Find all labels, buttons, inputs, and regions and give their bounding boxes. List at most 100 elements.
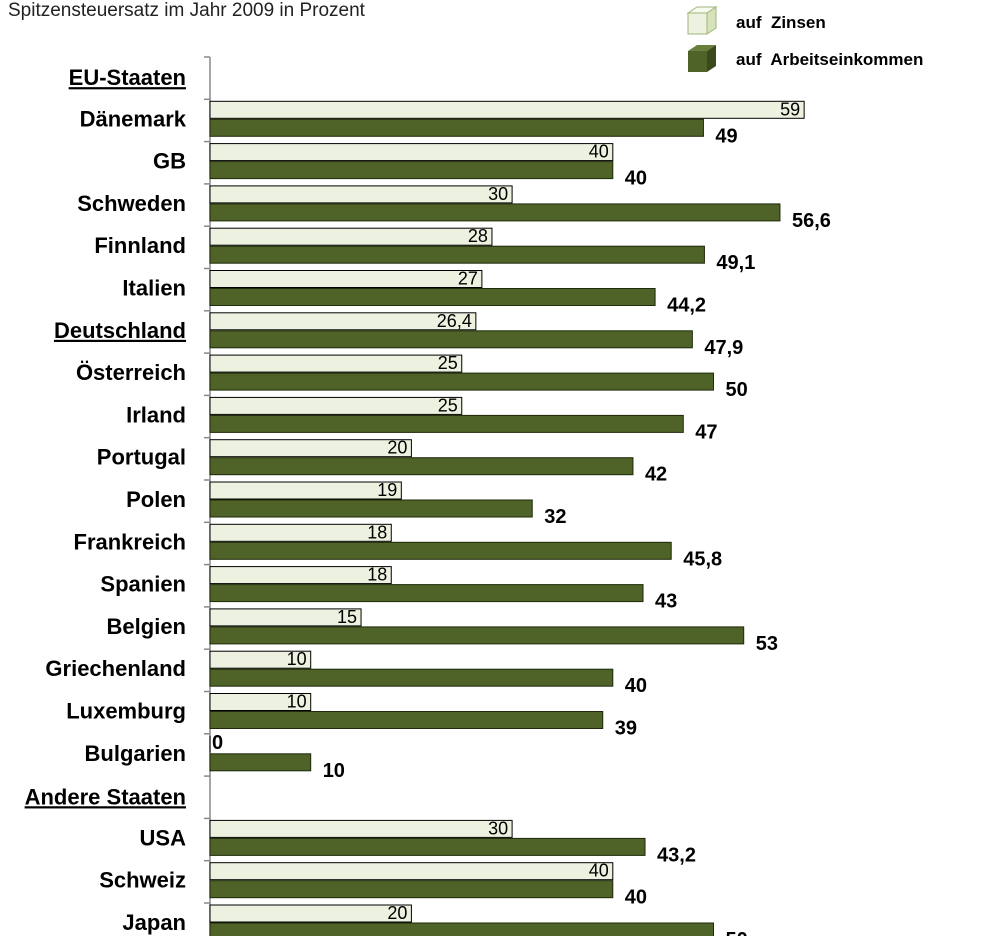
legend-item-zinsen: auf Zinsen <box>686 6 826 35</box>
bar-zinsen-schweden <box>209 185 513 204</box>
category-label-schweiz: Schweiz <box>99 868 186 893</box>
value-label-arbeitseinkommen-deutschland: 47,9 <box>704 337 743 359</box>
value-label-zinsen-finnland: 28 <box>468 226 488 246</box>
category-label-irland: Irland <box>126 402 186 427</box>
value-label-zinsen-danemark: 59 <box>780 99 800 119</box>
bar-arbeitseinkommen-danemark <box>209 118 704 137</box>
value-label-zinsen-bulgarien: 0 <box>212 732 223 754</box>
category-label-luxemburg: Luxemburg <box>66 699 186 724</box>
legend-swatch-arbeit-front <box>688 51 707 72</box>
value-label-arbeitseinkommen-belgien: 53 <box>756 633 778 655</box>
category-label-deutschland: Deutschland <box>54 318 186 343</box>
value-label-arbeitseinkommen-polen: 32 <box>544 506 566 528</box>
bar-zinsen-danemark <box>209 100 805 119</box>
bar-zinsen-portugal <box>209 439 412 458</box>
value-label-arbeitseinkommen-portugal: 42 <box>645 464 667 486</box>
value-label-zinsen-frankreich: 18 <box>367 522 387 542</box>
bar-arbeitseinkommen-schweden <box>209 203 781 222</box>
legend-item-arbeitseinkommen: auf Arbeitseinkommen <box>688 45 923 72</box>
bar-arbeitseinkommen-osterreich <box>209 372 714 391</box>
category-label-spanien: Spanien <box>100 572 186 597</box>
bar-zinsen-spanien <box>209 566 392 585</box>
bar-zinsen-usa <box>209 819 513 838</box>
value-label-zinsen-italien: 27 <box>458 269 478 289</box>
bar-arbeitseinkommen-japan <box>209 922 714 936</box>
legend-swatch-arbeit-side <box>707 45 716 72</box>
bar-arbeitseinkommen-polen <box>209 499 533 518</box>
value-label-arbeitseinkommen-finnland: 49,1 <box>716 252 755 274</box>
bar-arbeitseinkommen-luxemburg <box>209 711 604 729</box>
value-label-arbeitseinkommen-japan: 50 <box>726 929 748 936</box>
bar-arbeitseinkommen-schweiz <box>209 880 614 899</box>
value-label-arbeitseinkommen-gb: 40 <box>625 168 647 190</box>
legend-swatch-arbeit-top <box>688 45 716 51</box>
value-label-zinsen-polen: 19 <box>377 480 397 500</box>
value-label-zinsen-usa: 30 <box>488 818 508 838</box>
value-label-zinsen-irland: 25 <box>438 395 458 415</box>
value-label-arbeitseinkommen-frankreich: 45,8 <box>683 548 722 570</box>
bar-arbeitseinkommen-frankreich <box>209 541 672 560</box>
value-label-zinsen-belgien: 15 <box>337 607 357 627</box>
value-label-arbeitseinkommen-schweiz: 40 <box>625 887 647 909</box>
bar-arbeitseinkommen-irland <box>209 414 684 433</box>
value-label-zinsen-deutschland: 26,4 <box>437 311 472 331</box>
value-label-zinsen-griechenland: 10 <box>287 649 307 669</box>
bar-arbeitseinkommen-portugal <box>209 457 634 476</box>
value-label-arbeitseinkommen-danemark: 49 <box>715 125 737 147</box>
bar-arbeitseinkommen-italien <box>209 288 656 306</box>
category-label-italien: Italien <box>122 276 186 301</box>
bar-arbeitseinkommen-griechenland <box>209 668 614 687</box>
bar-zinsen-luxemburg <box>209 693 312 711</box>
bar-zinsen-frankreich <box>209 523 392 542</box>
value-label-zinsen-japan: 20 <box>387 903 407 923</box>
bar-zinsen-polen <box>209 481 402 500</box>
legend: auf Zinsen auf Arbeitseinkommen <box>686 6 923 72</box>
category-label-finnland: Finnland <box>94 233 186 258</box>
legend-label-zinsen: auf Zinsen <box>736 13 826 32</box>
value-label-arbeitseinkommen-bulgarien: 10 <box>323 760 345 782</box>
bar-arbeitseinkommen-bulgarien <box>209 753 312 772</box>
value-label-zinsen-gb: 40 <box>589 142 609 162</box>
bar-arbeitseinkommen-spanien <box>209 584 644 603</box>
category-label-eu-staaten: EU-Staaten <box>69 65 186 90</box>
category-label-polen: Polen <box>126 487 186 512</box>
category-label-griechenland: Griechenland <box>45 656 186 681</box>
category-label-usa: USA <box>140 825 187 850</box>
value-label-arbeitseinkommen-griechenland: 40 <box>625 675 647 697</box>
value-label-arbeitseinkommen-luxemburg: 39 <box>615 718 637 740</box>
value-label-zinsen-portugal: 20 <box>387 438 407 458</box>
value-label-arbeitseinkommen-italien: 44,2 <box>667 295 706 317</box>
legend-label-arbeitseinkommen: auf Arbeitseinkommen <box>736 50 923 69</box>
value-label-zinsen-spanien: 18 <box>367 565 387 585</box>
bar-zinsen-belgien <box>209 608 362 627</box>
bar-zinsen-italien <box>209 270 483 288</box>
category-label-belgien: Belgien <box>107 614 186 639</box>
bar-arbeitseinkommen-belgien <box>209 626 745 645</box>
bar-arbeitseinkommen-usa <box>209 837 646 856</box>
bar-zinsen-irland <box>209 396 463 415</box>
bar-arbeitseinkommen-deutschland <box>209 330 693 349</box>
value-label-arbeitseinkommen-usa: 43,2 <box>657 844 696 866</box>
bar-zinsen-deutschland <box>209 312 477 331</box>
value-label-arbeitseinkommen-spanien: 43 <box>655 591 677 613</box>
category-label-danemark: Dänemark <box>80 106 187 131</box>
value-label-arbeitseinkommen-schweden: 56,6 <box>792 210 831 232</box>
category-label-portugal: Portugal <box>97 445 186 470</box>
value-label-zinsen-osterreich: 25 <box>438 353 458 373</box>
value-label-zinsen-schweden: 30 <box>488 184 508 204</box>
category-label-schweden: Schweden <box>77 191 186 216</box>
category-label-frankreich: Frankreich <box>74 529 187 554</box>
category-label-andere-staaten: Andere Staaten <box>25 784 186 809</box>
category-label-bulgarien: Bulgarien <box>85 741 186 766</box>
chart-title: Spitzensteuersatz im Jahr 2009 in Prozen… <box>8 0 366 21</box>
category-label-osterreich: Österreich <box>76 360 186 385</box>
value-label-arbeitseinkommen-irland: 47 <box>695 421 717 443</box>
value-label-zinsen-luxemburg: 10 <box>287 692 307 712</box>
bar-zinsen-osterreich <box>209 354 463 373</box>
bar-arbeitseinkommen-gb <box>209 161 614 180</box>
chart-rows: EU-Staaten Dänemark 59 49 GB 40 40 Schweden 30 56… <box>25 56 831 936</box>
bar-arbeitseinkommen-finnland <box>209 245 705 264</box>
bar-zinsen-finnland <box>209 227 493 246</box>
bar-zinsen-schweiz <box>209 862 614 881</box>
